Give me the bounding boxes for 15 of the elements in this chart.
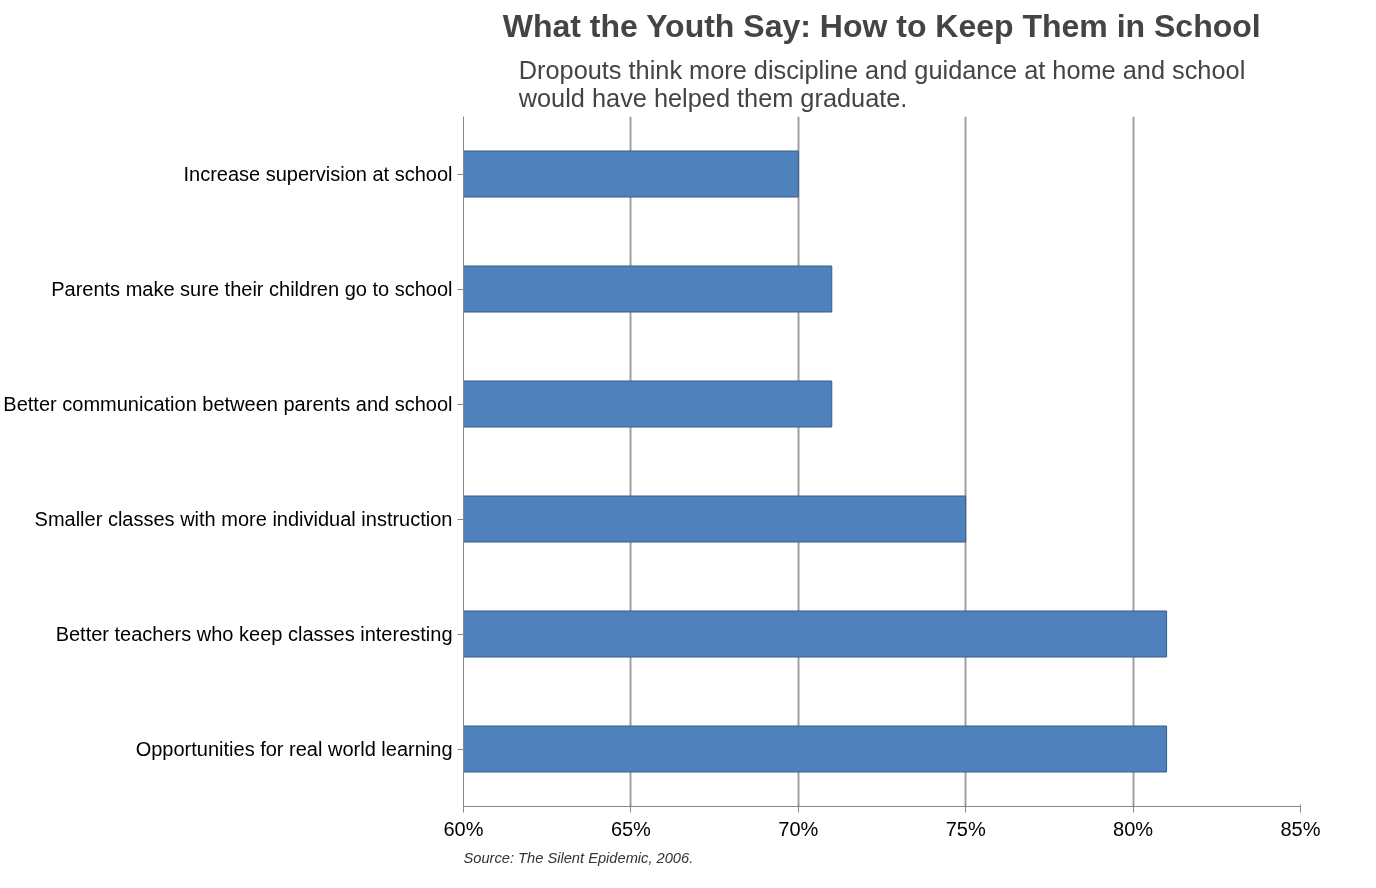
source-note: Source: The Silent Epidemic, 2006. — [463, 849, 694, 866]
x-tick-label: 80% — [1113, 817, 1154, 840]
y-tick-label: Better communication between parents and school — [3, 393, 453, 415]
chart-subtitle: Dropouts think more discipline and guidance at home and school would have helped them graduate. — [517, 55, 1246, 112]
y-tick-label: Better teachers who keep classes interesting — [55, 623, 453, 645]
y-tick-label: Smaller classes with more individual instruction — [34, 508, 453, 530]
x-tick-label: 65% — [610, 817, 652, 840]
y-tick-label: Opportunities for real world learning — [135, 738, 453, 760]
x-tick-label: 70% — [778, 817, 819, 840]
x-tick-label: 60% — [443, 817, 484, 840]
x-tick-label: 85% — [1280, 817, 1321, 840]
y-tick-label: Parents make sure their children go to school — [51, 278, 453, 300]
chart-title: What the Youth Say: How to Keep Them in School — [502, 7, 1261, 44]
x-tick-label: 75% — [945, 817, 986, 840]
y-tick-label: Increase supervision at school — [183, 163, 453, 185]
